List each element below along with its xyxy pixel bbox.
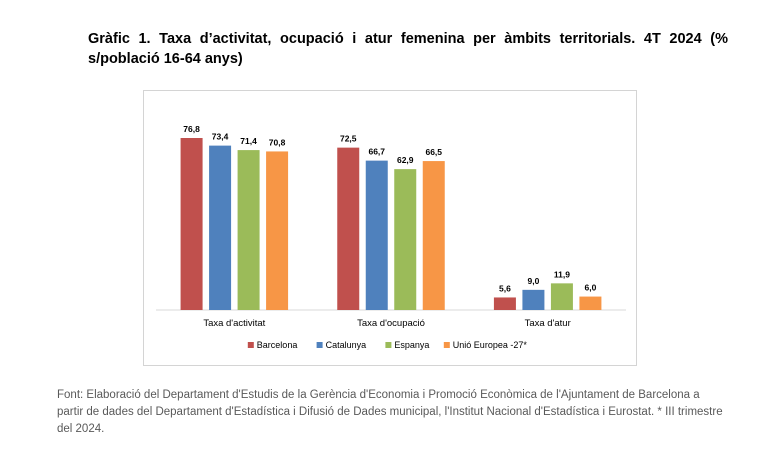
legend-swatch-3 bbox=[443, 342, 450, 348]
bar-1-0 bbox=[337, 147, 360, 310]
bar-2-0 bbox=[493, 297, 516, 310]
legend-label-2: Espanya bbox=[394, 340, 429, 350]
chart-title: Gràfic 1. Taxa d’activitat, ocupació i a… bbox=[88, 31, 728, 67]
category-label-2: Taxa d'atur bbox=[525, 318, 571, 329]
data-label-2-1: 9,0 bbox=[528, 276, 540, 286]
bar-0-3 bbox=[266, 151, 289, 310]
bar-chart: 76,8 73,4 71,4 70,8 Taxa d'activitat 72,5 66,7… bbox=[156, 124, 626, 350]
data-label-1-0: 72,5 bbox=[340, 134, 357, 144]
data-label-0-2: 71,4 bbox=[240, 136, 257, 146]
legend-swatch-2 bbox=[385, 342, 392, 348]
bar-1-3 bbox=[422, 161, 445, 310]
legend-swatch-1 bbox=[316, 342, 323, 348]
bar-0-0 bbox=[180, 138, 203, 310]
chart-area: 76,8 73,4 71,4 70,8 Taxa d'activitat 72,5 66,7… bbox=[143, 90, 637, 366]
bar-1-1 bbox=[365, 160, 388, 310]
data-label-2-2: 11,9 bbox=[554, 269, 570, 279]
bar-1-2 bbox=[394, 169, 417, 310]
data-label-0-0: 76,8 bbox=[183, 124, 200, 134]
data-label-0-1: 73,4 bbox=[212, 132, 229, 142]
category-label-0: Taxa d'activitat bbox=[203, 318, 265, 329]
category-label-1: Taxa d'ocupació bbox=[357, 318, 425, 329]
data-label-2-3: 6,0 bbox=[585, 283, 597, 293]
bar-0-2 bbox=[237, 150, 260, 310]
legend-label-0: Barcelona bbox=[257, 340, 298, 350]
bar-2-1 bbox=[522, 289, 545, 310]
legend-swatch-0 bbox=[247, 342, 254, 348]
data-label-1-3: 66,5 bbox=[425, 147, 442, 157]
bar-2-2 bbox=[550, 283, 573, 310]
data-label-1-2: 62,9 bbox=[397, 155, 414, 165]
legend-label-3: Unió Europea -27* bbox=[453, 340, 528, 350]
data-label-2-0: 5,6 bbox=[499, 283, 511, 293]
legend-label-1: Catalunya bbox=[326, 340, 367, 350]
source-note: Font: Elaboració del Departament d'Estud… bbox=[57, 389, 723, 435]
data-label-1-1: 66,7 bbox=[368, 147, 385, 157]
data-label-0-3: 70,8 bbox=[269, 137, 286, 147]
bar-0-1 bbox=[209, 145, 232, 310]
bar-2-3 bbox=[579, 296, 602, 310]
